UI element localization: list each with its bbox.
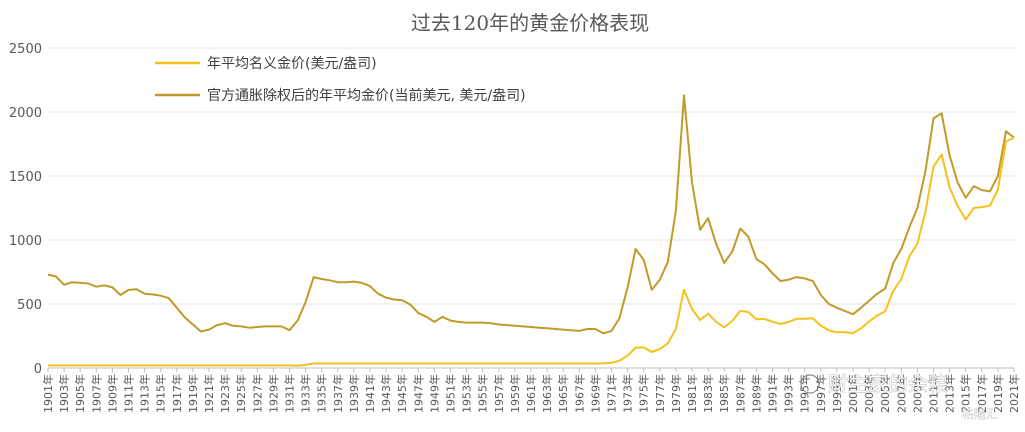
x-tick-label: 2021年 — [1007, 374, 1021, 413]
x-tick-label: 1965年 — [556, 374, 570, 413]
x-tick-label: 1923年 — [218, 374, 232, 413]
x-tick-label: 1907年 — [89, 374, 103, 413]
x-tick-label: 1919年 — [186, 374, 200, 413]
x-tick-label: 1979年 — [669, 374, 683, 413]
y-tick-label: 0 — [34, 362, 42, 377]
watermark: 财主家的余粮 格隆汇 — [800, 372, 998, 421]
x-tick-label: 2013年 — [943, 374, 957, 413]
x-tick-label: 1967年 — [572, 374, 586, 413]
x-tick-label: 1911年 — [122, 374, 136, 413]
x-tick-label: 1955年 — [476, 374, 490, 413]
y-tick-label: 1000 — [9, 234, 42, 249]
x-tick-label: 1925年 — [234, 374, 248, 413]
x-tick-label: 1901年 — [41, 374, 55, 413]
series-lines — [47, 94, 1015, 367]
series-line-inflation-adjusted — [47, 94, 1015, 335]
x-tick-label: 1953年 — [460, 374, 474, 413]
x-tick-label: 1931年 — [283, 374, 297, 413]
x-tick-label: 1933年 — [299, 374, 313, 413]
x-tick-label: 2009年 — [910, 374, 924, 413]
x-tick-label: 1959年 — [508, 374, 522, 413]
x-tick-label: 1989年 — [749, 374, 763, 413]
watermark-text: 财主家的余粮 — [828, 372, 948, 396]
x-tick-label: 1951年 — [444, 374, 458, 413]
x-tick-label: 1935年 — [315, 374, 329, 413]
x-tick-label: 2005年 — [878, 374, 892, 413]
x-tick-label: 2007年 — [894, 374, 908, 413]
x-tick-label: 2015年 — [959, 374, 973, 413]
y-tick-label: 1500 — [9, 170, 42, 185]
x-tick-label: 1991年 — [766, 374, 780, 413]
wechat-icon — [800, 374, 820, 394]
watermark-subtext: 格隆汇 — [962, 406, 998, 421]
x-tick-label: 1993年 — [782, 374, 796, 413]
x-tick-label: 1999年 — [830, 374, 844, 413]
x-tick-label: 1943年 — [379, 374, 393, 413]
x-tick-label: 1977年 — [653, 374, 667, 413]
x-tick-label: 1949年 — [427, 374, 441, 413]
y-tick-label: 500 — [17, 298, 42, 313]
y-tick-label: 2500 — [9, 42, 42, 57]
x-tick-label: 2019年 — [991, 374, 1005, 413]
x-tick-label: 1983年 — [701, 374, 715, 413]
x-tick-label: 1945年 — [395, 374, 409, 413]
x-tick-label: 1961年 — [524, 374, 538, 413]
x-tick-label: 1929年 — [266, 374, 280, 413]
x-tick-label: 1969年 — [588, 374, 602, 413]
x-tick-label: 1981年 — [685, 374, 699, 413]
y-tick-label: 2000 — [9, 106, 42, 121]
x-tick-label: 1917年 — [170, 374, 184, 413]
legend-label-nominal: 年平均名义金价(美元/盎司) — [207, 56, 377, 72]
x-tick-label: 1985年 — [717, 374, 731, 413]
series-line-nominal — [48, 136, 1015, 367]
x-tick-label: 1909年 — [105, 374, 119, 413]
x-tick-label: 1903年 — [57, 374, 71, 413]
x-tick-label: 1947年 — [411, 374, 425, 413]
x-axis: 1901年 1903年 1905年 1907年 1909年 1911年 1913年 1915年… — [41, 368, 1021, 413]
x-tick-label: 2017年 — [975, 374, 989, 413]
x-tick-label: 1997年 — [814, 374, 828, 413]
x-tick-label: 1921年 — [202, 374, 216, 413]
x-tick-label: 1971年 — [605, 374, 619, 413]
x-tick-label: 2011年 — [927, 374, 941, 413]
x-tick-label: 1973年 — [621, 374, 635, 413]
x-tick-label: 1905年 — [73, 374, 87, 413]
x-tick-label: 1913年 — [138, 374, 152, 413]
x-tick-label: 1941年 — [363, 374, 377, 413]
y-axis: 0 500 1000 1500 2000 2500 — [9, 42, 42, 377]
legend-label-inflation-adjusted: 官方通胀除权后的年平均金价(当前美元, 美元/盎司) — [207, 87, 526, 104]
x-tick-label: 2003年 — [862, 374, 876, 413]
x-tick-label: 1939年 — [347, 374, 361, 413]
x-tick-label: 1987年 — [733, 374, 747, 413]
x-tick-label: 1915年 — [154, 374, 168, 413]
x-tick-label: 1957年 — [492, 374, 506, 413]
chart-title: 过去120年的黄金价格表现 — [411, 11, 649, 35]
legend: 年平均名义金价(美元/盎司) 官方通胀除权后的年平均金价(当前美元, 美元/盎司… — [155, 56, 526, 104]
x-tick-label: 1975年 — [637, 374, 651, 413]
x-tick-label: 1927年 — [250, 374, 264, 413]
x-tick-label: 2001年 — [846, 374, 860, 413]
x-tick-label: 1963年 — [540, 374, 554, 413]
x-tick-label: 1937年 — [331, 374, 345, 413]
